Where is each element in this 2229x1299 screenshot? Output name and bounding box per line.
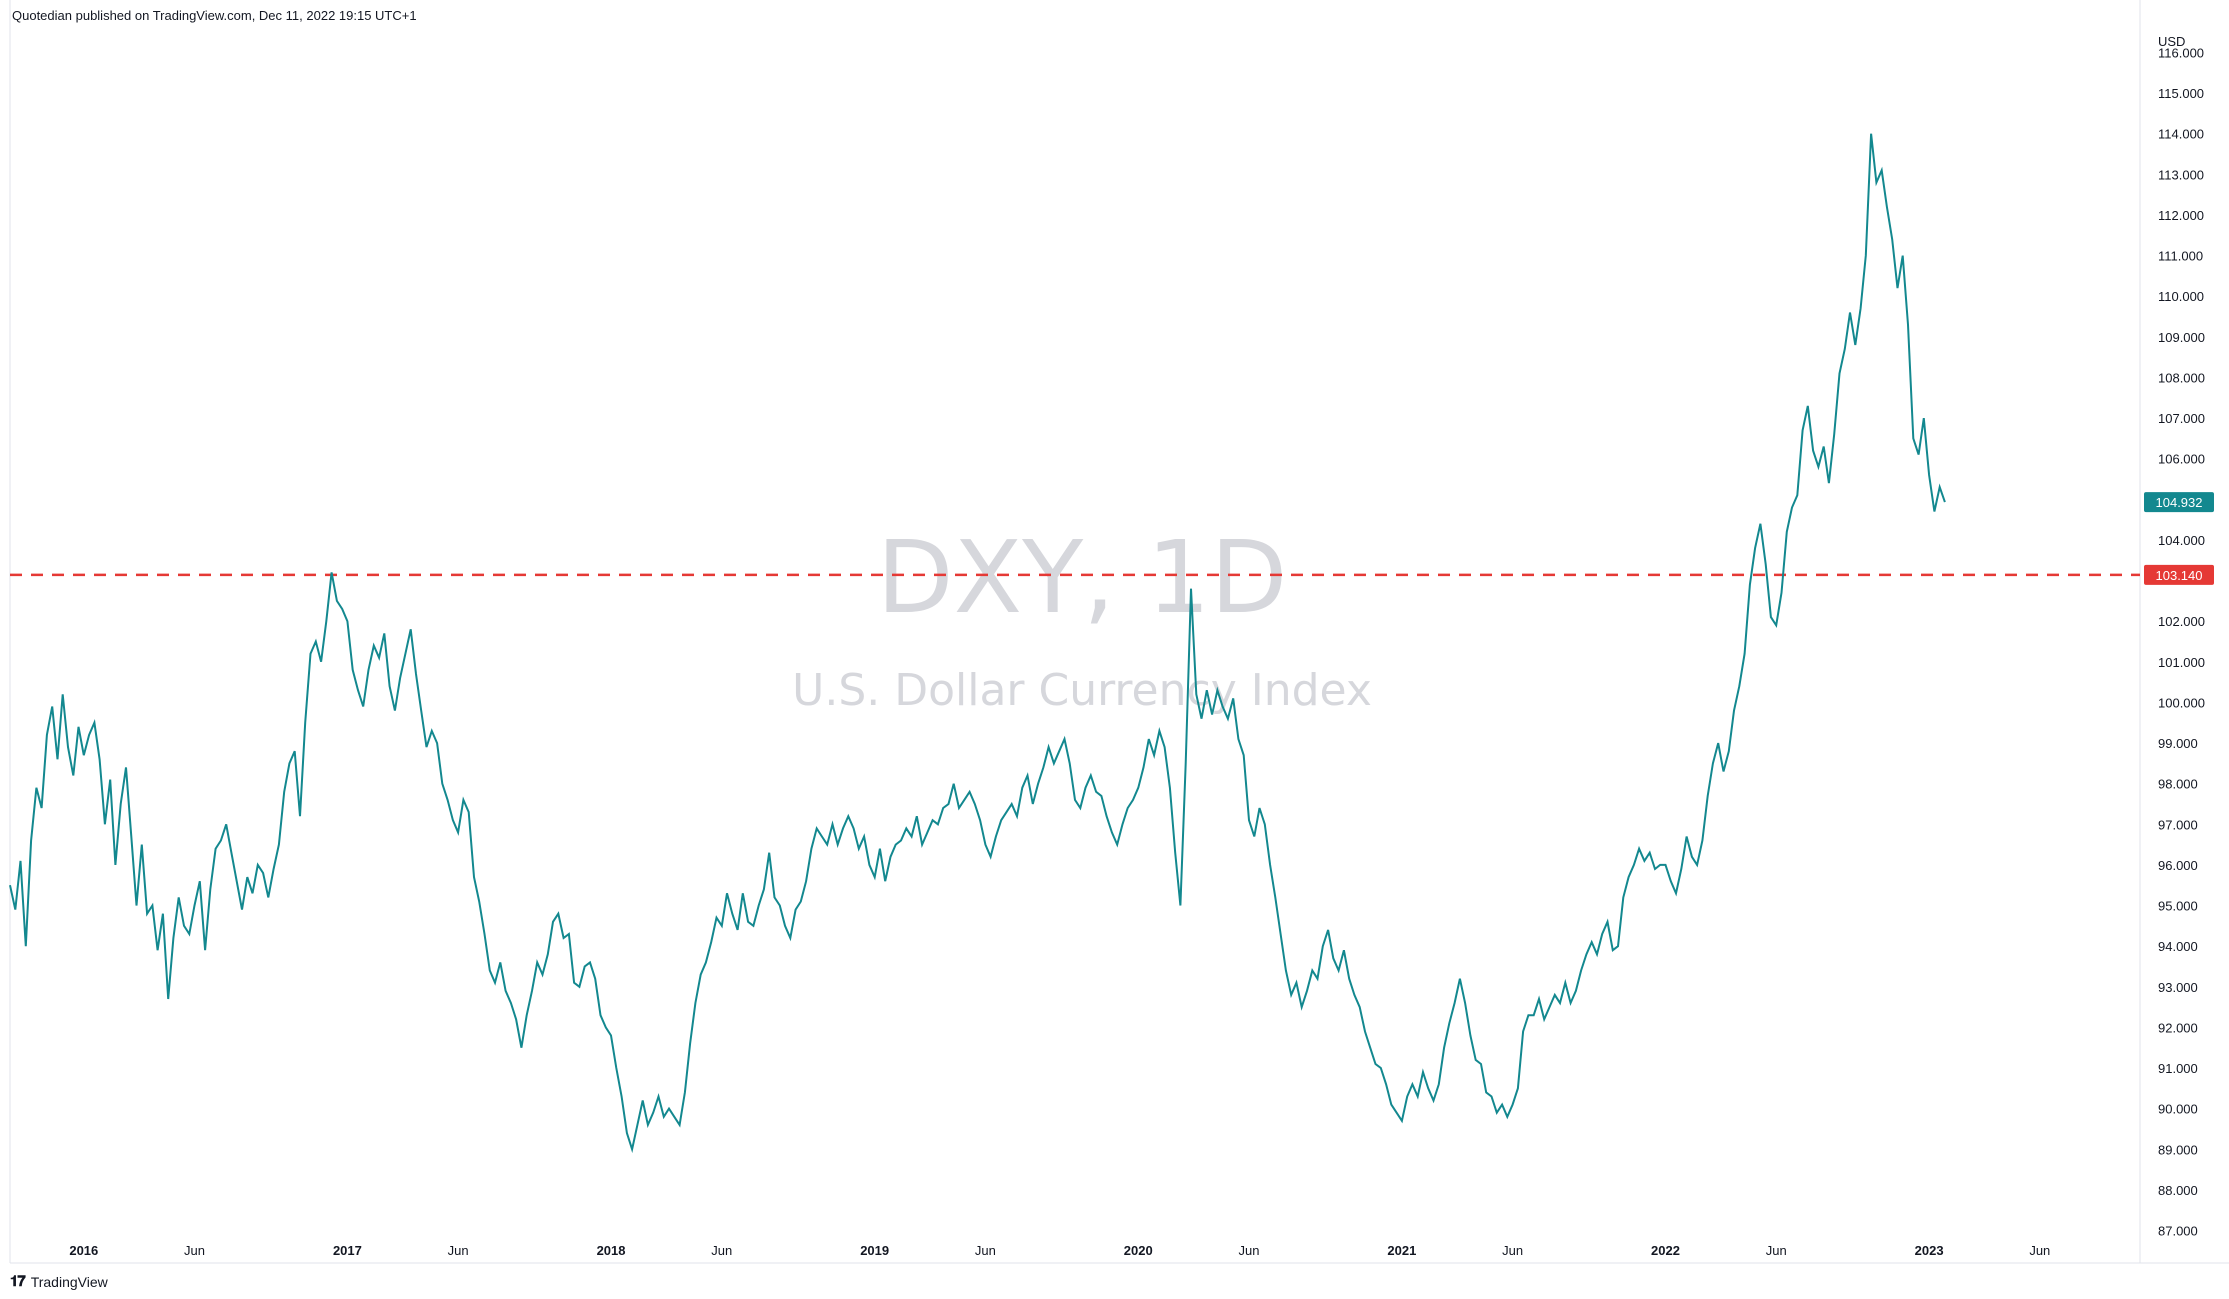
y-tick-label: 116.000 — [2158, 45, 2204, 60]
x-tick-label: Jun — [1766, 1243, 1787, 1258]
y-tick-label: 115.000 — [2158, 86, 2204, 101]
x-tick-label: Jun — [1239, 1243, 1260, 1258]
x-tick-label: 2017 — [333, 1243, 362, 1258]
x-tick-label: 2021 — [1387, 1243, 1416, 1258]
y-tick-label: 114.000 — [2158, 127, 2204, 142]
x-tick-label: Jun — [975, 1243, 996, 1258]
y-tick-label: 89.000 — [2158, 1142, 2198, 1157]
footer-brand[interactable]: 𝟏𝟕 TradingView — [10, 1273, 108, 1290]
x-tick-label: Jun — [711, 1243, 732, 1258]
y-tick-label: 95.000 — [2158, 899, 2198, 914]
x-tick-label: 2022 — [1651, 1243, 1680, 1258]
y-tick-label: 106.000 — [2158, 452, 2205, 467]
y-tick-label: 100.000 — [2158, 695, 2205, 710]
y-tick-label: 110.000 — [2158, 289, 2204, 304]
x-tick-label: 2018 — [597, 1243, 626, 1258]
watermark-subtitle: U.S. Dollar Currency Index — [792, 665, 1372, 716]
x-tick-label: 2023 — [1915, 1243, 1944, 1258]
y-tick-label: 91.000 — [2158, 1061, 2198, 1076]
x-tick-label: Jun — [1502, 1243, 1523, 1258]
brand-label: TradingView — [30, 1273, 108, 1290]
y-tick-label: 97.000 — [2158, 817, 2198, 832]
y-tick-label: 112.000 — [2158, 208, 2204, 223]
x-tick-label: 2020 — [1124, 1243, 1153, 1258]
y-tick-label: 104.000 — [2158, 533, 2205, 548]
price-series-line[interactable] — [9, 133, 1946, 1154]
currency-label: USD — [2158, 34, 2185, 49]
y-tick-label: 107.000 — [2158, 411, 2205, 426]
y-tick-label: 108.000 — [2158, 370, 2205, 385]
y-tick-label: 96.000 — [2158, 858, 2198, 873]
y-axis-ticks: 87.000 88.000 89.000 90.000 91.000 92.000 93.0… — [2158, 45, 2205, 1238]
y-tick-label: 93.000 — [2158, 980, 2198, 995]
resistance-price-tag: 103.140 — [2144, 564, 2214, 585]
y-tick-label: 102.000 — [2158, 614, 2205, 629]
last-price-label: 104.932 — [2156, 495, 2203, 510]
y-tick-label: 98.000 — [2158, 777, 2198, 792]
y-tick-label: 92.000 — [2158, 1020, 2198, 1035]
y-tick-label: 101.000 — [2158, 655, 2205, 670]
y-tick-label: 94.000 — [2158, 939, 2198, 954]
x-tick-label: Jun — [448, 1243, 469, 1258]
x-tick-label: 2019 — [860, 1243, 889, 1258]
watermark-title: DXY, 1D — [877, 519, 1288, 636]
y-tick-label: 87.000 — [2158, 1224, 2198, 1239]
tradingview-logo-icon: 𝟏𝟕 — [10, 1273, 26, 1290]
y-tick-label: 111.000 — [2158, 249, 2203, 264]
y-tick-label: 109.000 — [2158, 330, 2205, 345]
y-tick-label: 90.000 — [2158, 1102, 2198, 1117]
x-tick-label: 2016 — [69, 1243, 98, 1258]
published-info: Quotedian published on TradingView.com, … — [12, 8, 417, 23]
x-tick-label: Jun — [2029, 1243, 2050, 1258]
y-tick-label: 88.000 — [2158, 1183, 2198, 1198]
resistance-price-label: 103.140 — [2156, 568, 2203, 583]
y-tick-label: 113.000 — [2158, 167, 2204, 182]
last-price-tag: 104.932 — [2144, 492, 2214, 513]
x-axis-ticks: 2016 Jun 2017 Jun 2018 Jun 2019 Jun 2020 Jun 2021 J… — [69, 1243, 2050, 1258]
x-tick-label: Jun — [184, 1243, 205, 1258]
y-tick-label: 99.000 — [2158, 736, 2198, 751]
